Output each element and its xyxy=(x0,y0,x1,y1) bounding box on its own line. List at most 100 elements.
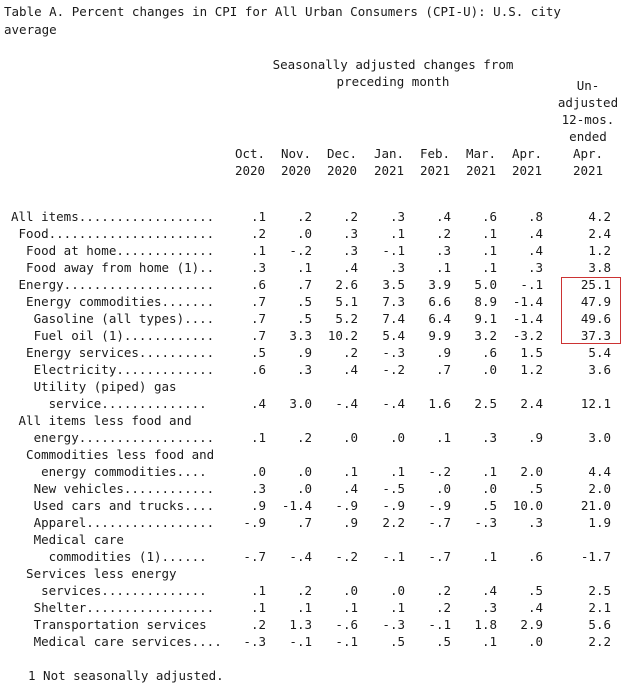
table-cell: .0 xyxy=(296,226,312,241)
table-cell: .4 xyxy=(527,243,543,258)
footnote: 1 Not seasonally adjusted. xyxy=(28,668,224,683)
table-cell: 2.2 xyxy=(382,515,405,530)
table-cell: .5 xyxy=(296,294,312,309)
table-cell: .3 xyxy=(342,243,358,258)
table-cell: .9 xyxy=(435,345,451,360)
table-cell: -.1 xyxy=(382,243,405,258)
column-header: Un- xyxy=(576,78,600,93)
table-cell: .2 xyxy=(435,600,451,615)
table-cell: .5 xyxy=(250,345,266,360)
table-cell: 1.9 xyxy=(588,515,611,530)
column-header: ended xyxy=(569,129,607,144)
table-cell: 37.3 xyxy=(580,328,611,343)
table-cell: .5 xyxy=(296,311,312,326)
table-cell: 9.1 xyxy=(474,311,497,326)
table-cell: -.1 xyxy=(428,617,451,632)
table-cell: .7 xyxy=(296,277,312,292)
table-cell: -.7 xyxy=(428,515,451,530)
table-cell: .4 xyxy=(435,209,451,224)
table-cell: .5 xyxy=(435,634,451,649)
table-cell: .7 xyxy=(296,515,312,530)
table-cell: -1.7 xyxy=(580,549,611,564)
table-cell: -.2 xyxy=(428,464,451,479)
table-cell: .5 xyxy=(527,583,543,598)
table-cell: .0 xyxy=(342,430,358,445)
table-cell: 2.2 xyxy=(588,634,611,649)
table-cell: 3.5 xyxy=(382,277,405,292)
table-cell: .5 xyxy=(527,481,543,496)
row-label: Fuel oil (1)............ xyxy=(11,328,215,343)
table-cell: .2 xyxy=(250,617,266,632)
column-header: Apr. xyxy=(572,146,604,161)
table-cell: .1 xyxy=(481,260,497,275)
column-header: 2020 xyxy=(326,163,358,178)
table-cell: .1 xyxy=(250,583,266,598)
row-label: Energy commodities....... xyxy=(11,294,215,309)
table-cell: .2 xyxy=(296,430,312,445)
table-cell: -.3 xyxy=(382,345,405,360)
table-cell: .7 xyxy=(250,294,266,309)
table-cell: 2.4 xyxy=(588,226,611,241)
table-cell: 3.0 xyxy=(588,430,611,445)
table-cell: 10.2 xyxy=(327,328,358,343)
column-header: Apr. xyxy=(511,146,543,161)
column-header: Mar. xyxy=(465,146,497,161)
table-cell: 7.3 xyxy=(382,294,405,309)
table-cell: .1 xyxy=(342,464,358,479)
table-cell: -.9 xyxy=(428,498,451,513)
table-cell: 2.5 xyxy=(588,583,611,598)
table-cell: 5.2 xyxy=(335,311,358,326)
table-cell: .6 xyxy=(481,209,497,224)
table-cell: 12.1 xyxy=(580,396,611,411)
table-cell: .1 xyxy=(296,600,312,615)
table-cell: 1.6 xyxy=(428,396,451,411)
row-label: service.............. xyxy=(11,396,207,411)
table-cell: -3.2 xyxy=(512,328,543,343)
table-cell: .6 xyxy=(481,345,497,360)
table-cell: .1 xyxy=(296,260,312,275)
table-cell: .3 xyxy=(296,362,312,377)
table-cell: 3.8 xyxy=(588,260,611,275)
table-cell: .1 xyxy=(250,430,266,445)
row-label: Apparel................. xyxy=(11,515,215,530)
table-cell: .4 xyxy=(250,396,266,411)
table-cell: 47.9 xyxy=(580,294,611,309)
table-cell: .2 xyxy=(296,209,312,224)
table-cell: -.6 xyxy=(335,617,358,632)
column-header: 12-mos. xyxy=(561,112,615,127)
table-cell: .9 xyxy=(527,430,543,445)
table-cell: .0 xyxy=(481,362,497,377)
table-cell: .2 xyxy=(296,583,312,598)
table-cell: 1.8 xyxy=(474,617,497,632)
table-cell: .5 xyxy=(481,498,497,513)
table-cell: 1.2 xyxy=(588,243,611,258)
table-cell: 4.2 xyxy=(588,209,611,224)
table-cell: -.2 xyxy=(289,243,312,258)
table-cell: .2 xyxy=(435,583,451,598)
row-label: New vehicles............ xyxy=(11,481,215,496)
table-cell: 6.6 xyxy=(428,294,451,309)
table-cell: .4 xyxy=(527,226,543,241)
table-cell: 3.2 xyxy=(474,328,497,343)
table-cell: .9 xyxy=(296,345,312,360)
table-cell: .4 xyxy=(527,600,543,615)
table-cell: -.1 xyxy=(335,634,358,649)
table-cell: .4 xyxy=(342,260,358,275)
table-cell: .3 xyxy=(389,209,405,224)
highlight-box xyxy=(561,277,621,344)
table-cell: 2.6 xyxy=(335,277,358,292)
column-header: 2021 xyxy=(572,163,604,178)
row-label: Food...................... xyxy=(11,226,215,241)
table-cell: .1 xyxy=(481,243,497,258)
table-cell: -.2 xyxy=(335,549,358,564)
table-cell: .1 xyxy=(389,600,405,615)
table-cell: .3 xyxy=(435,243,451,258)
table-cell: .4 xyxy=(342,481,358,496)
table-cell: .7 xyxy=(435,362,451,377)
table-cell: .3 xyxy=(527,515,543,530)
row-label: Medical care xyxy=(11,532,124,547)
table-cell: -.7 xyxy=(428,549,451,564)
table-cell: .0 xyxy=(342,583,358,598)
table-cell: -.3 xyxy=(243,634,266,649)
table-cell: 4.4 xyxy=(588,464,611,479)
